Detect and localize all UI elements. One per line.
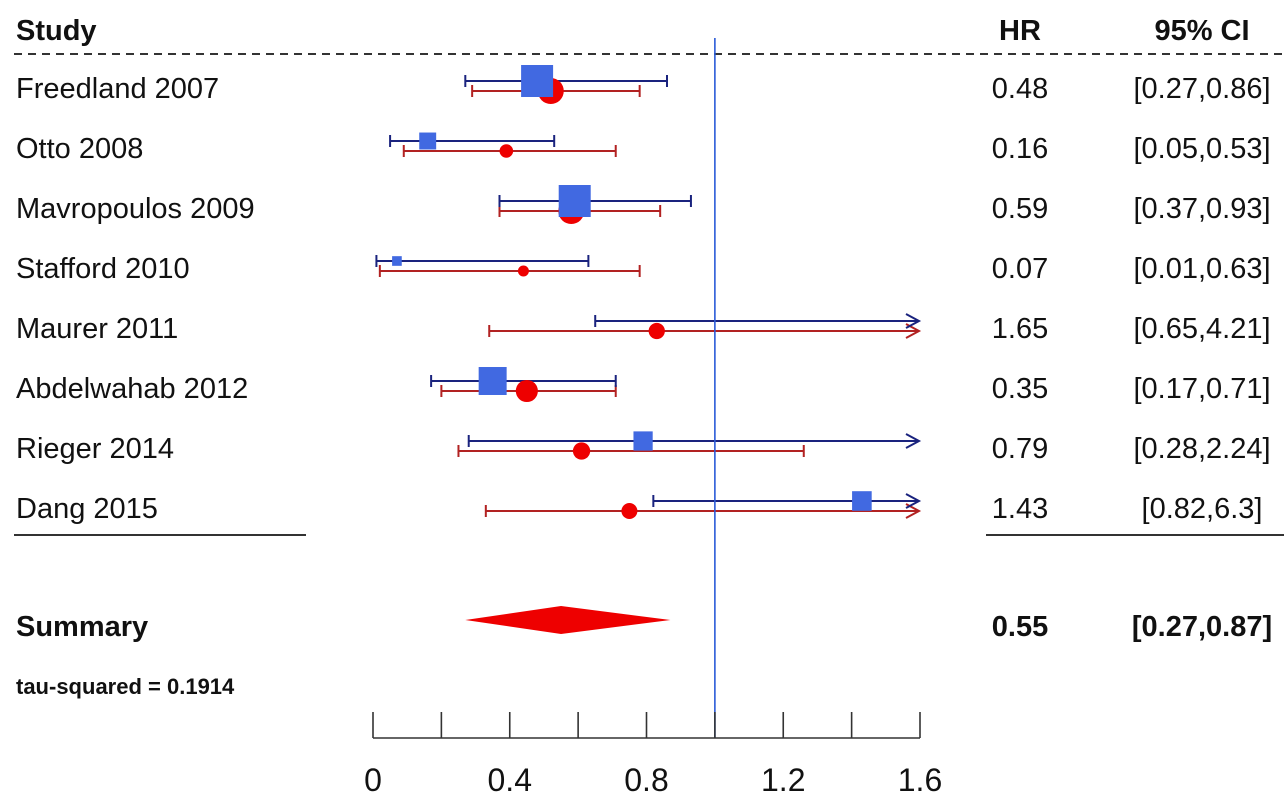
ci-header: 95% CI	[1154, 15, 1249, 47]
study-name: Maurer 2011	[16, 313, 178, 345]
study-row: Otto 2008 0.16 [0.05,0.53]	[16, 132, 1271, 165]
blue-estimate-square	[478, 367, 507, 395]
red-estimate-point	[648, 322, 665, 340]
study-ci: [0.65,4.21]	[1133, 313, 1270, 345]
blue-estimate-square	[521, 65, 554, 97]
red-estimate-point	[517, 265, 529, 277]
study-ci: [0.05,0.53]	[1133, 133, 1270, 165]
study-ci: [0.28,2.24]	[1133, 433, 1270, 465]
x-tick-label: 1.6	[898, 762, 942, 798]
study-hr: 0.16	[992, 133, 1048, 165]
summary-hr: 0.55	[992, 611, 1048, 643]
study-hr: 0.07	[992, 253, 1048, 285]
study-name: Freedland 2007	[16, 73, 219, 105]
summary-diamond	[465, 606, 671, 634]
study-hr: 0.79	[992, 433, 1048, 465]
study-name: Otto 2008	[16, 133, 143, 165]
hr-header: HR	[999, 15, 1041, 47]
x-tick-label: 1.2	[761, 762, 805, 798]
red-estimate-point	[515, 379, 538, 403]
red-estimate-point	[499, 144, 514, 158]
blue-estimate-square	[852, 491, 872, 511]
table-header: Study HR 95% CI	[14, 15, 1284, 55]
red-estimate-point	[621, 503, 638, 519]
study-name: Rieger 2014	[16, 433, 174, 465]
blue-ci-arrow	[905, 433, 922, 449]
study-name: Mavropoulos 2009	[16, 193, 255, 225]
summary-ci: [0.27,0.87]	[1132, 611, 1272, 643]
study-hr: 0.48	[992, 73, 1048, 105]
study-name: Abdelwahab 2012	[16, 373, 248, 405]
study-ci: [0.17,0.71]	[1133, 373, 1270, 405]
study-hr: 0.35	[992, 373, 1048, 405]
study-row: Rieger 2014 0.79 [0.28,2.24]	[16, 431, 1271, 465]
red-estimate-point	[572, 442, 591, 460]
study-ci: [0.37,0.93]	[1133, 193, 1270, 225]
x-tick-label: 0	[364, 762, 382, 798]
study-hr: 1.43	[992, 493, 1048, 525]
study-ci: [0.01,0.63]	[1133, 253, 1270, 285]
study-row: Mavropoulos 2009 0.59 [0.37,0.93]	[16, 185, 1271, 225]
study-ci: [0.82,6.3]	[1142, 493, 1263, 525]
blue-estimate-square	[419, 132, 437, 150]
summary-label: Summary	[16, 611, 148, 643]
study-hr: 1.65	[992, 313, 1048, 345]
blue-estimate-square	[558, 185, 591, 217]
blue-estimate-square	[392, 256, 402, 266]
x-axis: 0 0.4 0.8 1.2 1.6	[364, 712, 942, 798]
study-row: Abdelwahab 2012 0.35 [0.17,0.71]	[16, 367, 1271, 405]
study-ci: [0.27,0.86]	[1133, 73, 1270, 105]
study-hr: 0.59	[992, 193, 1048, 225]
x-tick-label: 0.4	[488, 762, 532, 798]
summary-row: Summary 0.55 [0.27,0.87] tau-squared = 0…	[16, 606, 1272, 699]
study-name: Stafford 2010	[16, 253, 190, 285]
study-row: Stafford 2010 0.07 [0.01,0.63]	[16, 253, 1271, 285]
blue-estimate-square	[633, 431, 653, 451]
blue-ci-arrow	[905, 493, 922, 509]
study-row: Maurer 2011 1.65 [0.65,4.21]	[16, 313, 1271, 345]
study-name: Dang 2015	[16, 493, 158, 525]
x-tick-label: 0.8	[624, 762, 668, 798]
tau-squared-label: tau-squared = 0.1914	[16, 674, 235, 699]
study-rows: Freedland 2007 0.48 [0.27,0.86] Otto 2008 0.…	[16, 65, 1271, 525]
study-row: Freedland 2007 0.48 [0.27,0.86]	[16, 65, 1271, 105]
blue-ci-arrow	[905, 313, 922, 329]
study-row: Dang 2015 1.43 [0.82,6.3]	[16, 491, 1262, 525]
study-header: Study	[16, 15, 97, 47]
